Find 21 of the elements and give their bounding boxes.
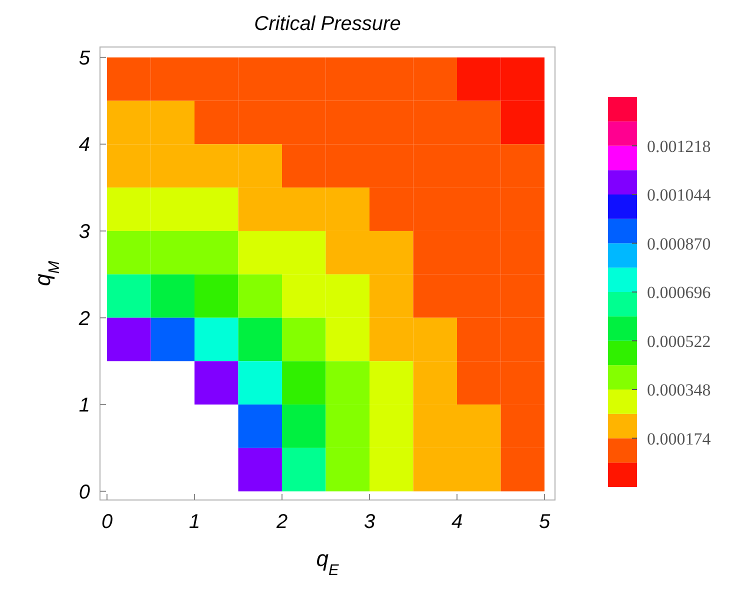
x-tick-label: 3 xyxy=(364,511,376,533)
x-tick-label: 4 xyxy=(451,511,463,533)
y-tick-label: 5 xyxy=(78,47,91,70)
y-tick-label: 3 xyxy=(78,220,90,243)
color-bar-label: 0.000696 xyxy=(647,283,711,302)
color-bar-label: 0.001218 xyxy=(647,136,711,156)
x-tick-label: 2 xyxy=(275,511,288,533)
x-tick-label: 5 xyxy=(538,511,551,533)
x-axis-title: q$_{E}$ xyxy=(316,546,340,578)
chart-title: Critical Pressure xyxy=(254,13,401,35)
color-bar-label: 0.000174 xyxy=(647,429,712,448)
y-tick-label: 2 xyxy=(78,308,90,330)
color-bar-label: 0.000348 xyxy=(647,380,711,400)
x-tick-label: 0 xyxy=(101,511,113,533)
color-bar-label: 0.000870 xyxy=(647,234,711,254)
color-bar-label: 0.001044 xyxy=(647,186,712,204)
y-tick-label: 0 xyxy=(78,481,90,504)
y-tick-label: 4 xyxy=(78,134,90,156)
x-tick-label: 1 xyxy=(188,511,200,533)
color-bar-label: 0.000522 xyxy=(647,332,711,351)
y-tick-label: 1 xyxy=(78,394,90,417)
